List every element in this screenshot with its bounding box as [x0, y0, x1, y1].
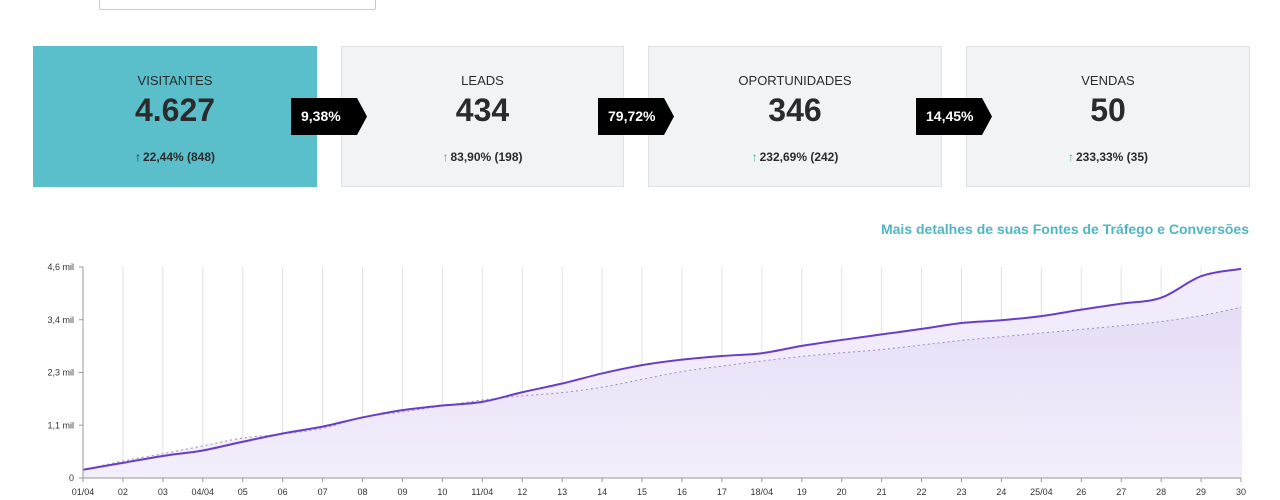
- x-tick-label: 16: [677, 487, 687, 497]
- x-tick-label: 07: [318, 487, 328, 497]
- y-tick-label: 1,1 mil: [47, 420, 74, 430]
- kpi-delta: ↑ 22,44% (848): [34, 150, 316, 164]
- x-tick-label: 15: [637, 487, 647, 497]
- x-tick-label: 27: [1116, 487, 1126, 497]
- kpi-card-vendas[interactable]: VENDAS 50 ↑ 233,33% (35): [966, 46, 1250, 187]
- x-tick-label: 30: [1236, 487, 1246, 497]
- x-tick-label: 25/04: [1030, 487, 1053, 497]
- x-tick-label: 18/04: [751, 487, 774, 497]
- conversion-badge: 9,38%: [291, 98, 367, 135]
- y-tick-label: 2,3 mil: [47, 368, 74, 378]
- conversion-badge: 79,72%: [598, 98, 674, 135]
- kpi-card-oportunidades[interactable]: OPORTUNIDADES 346 ↑ 232,69% (242): [648, 46, 942, 187]
- kpi-label: VISITANTES: [137, 73, 213, 88]
- conversion-badge: 14,45%: [916, 98, 992, 135]
- x-tick-label: 21: [877, 487, 887, 497]
- x-tick-label: 26: [1076, 487, 1086, 497]
- x-tick-label: 24: [996, 487, 1006, 497]
- traffic-details-link[interactable]: Mais detalhes de suas Fontes de Tráfego …: [880, 221, 1249, 237]
- arrow-up-icon: ↑: [134, 150, 141, 164]
- x-tick-label: 28: [1156, 487, 1166, 497]
- kpi-value: 434: [455, 92, 510, 128]
- kpi-value: 4.627: [134, 92, 216, 128]
- x-tick-label: 03: [158, 487, 168, 497]
- x-tick-label: 19: [797, 487, 807, 497]
- kpi-delta-text: 83,90% (198): [450, 150, 523, 164]
- x-tick-label: 09: [397, 487, 407, 497]
- arrow-up-icon: ↑: [442, 150, 449, 164]
- kpi-delta-text: 232,69% (242): [759, 150, 839, 164]
- x-tick-label: 01/04: [72, 487, 95, 497]
- x-tick-label: 06: [278, 487, 288, 497]
- x-tick-label: 13: [557, 487, 567, 497]
- arrow-up-icon: ↑: [751, 150, 758, 164]
- x-tick-label: 12: [517, 487, 527, 497]
- kpi-value: 346: [768, 92, 822, 128]
- x-tick-label: 17: [717, 487, 727, 497]
- x-tick-label: 23: [956, 487, 966, 497]
- filter-input[interactable]: [99, 0, 376, 10]
- kpi-delta: ↑ 232,69% (242): [649, 150, 941, 164]
- area-chart: 0 1,1 mil 2,3 mil 3,4 mil 4,6 mil 01/04 02 03 04…: [47, 262, 1246, 497]
- x-tick-label: 22: [917, 487, 927, 497]
- y-tick-label: 3,4 mil: [47, 315, 74, 325]
- y-tick-label: 0: [69, 473, 74, 483]
- series-area-lower: [83, 307, 1241, 478]
- x-tick-label: 04/04: [192, 487, 215, 497]
- kpi-delta-text: 233,33% (35): [1075, 150, 1149, 164]
- arrow-up-icon: ↑: [1067, 150, 1074, 164]
- kpi-delta: ↑ 233,33% (35): [967, 150, 1249, 164]
- kpi-label: OPORTUNIDADES: [738, 73, 852, 88]
- kpi-label: LEADS: [461, 73, 504, 88]
- y-tick-label: 4,6 mil: [47, 262, 74, 272]
- x-tick-label: 29: [1196, 487, 1206, 497]
- x-tick-label: 10: [437, 487, 447, 497]
- kpi-card-leads[interactable]: LEADS 434 ↑ 83,90% (198): [341, 46, 624, 187]
- x-tick-label: 02: [118, 487, 128, 497]
- kpi-delta-text: 22,44% (848): [142, 150, 216, 164]
- x-tick-label: 14: [597, 487, 607, 497]
- kpi-card-visitantes[interactable]: VISITANTES 4.627 ↑ 22,44% (848): [33, 46, 317, 187]
- x-tick-label: 08: [358, 487, 368, 497]
- series-line-main: [82, 267, 1242, 471]
- kpi-value: 50: [1090, 92, 1126, 128]
- x-tick-label: 20: [837, 487, 847, 497]
- x-tick-label: 11/04: [471, 487, 493, 497]
- kpi-label: VENDAS: [1081, 73, 1135, 88]
- x-tick-label: 05: [238, 487, 248, 497]
- kpi-delta: ↑ 83,90% (198): [342, 150, 623, 164]
